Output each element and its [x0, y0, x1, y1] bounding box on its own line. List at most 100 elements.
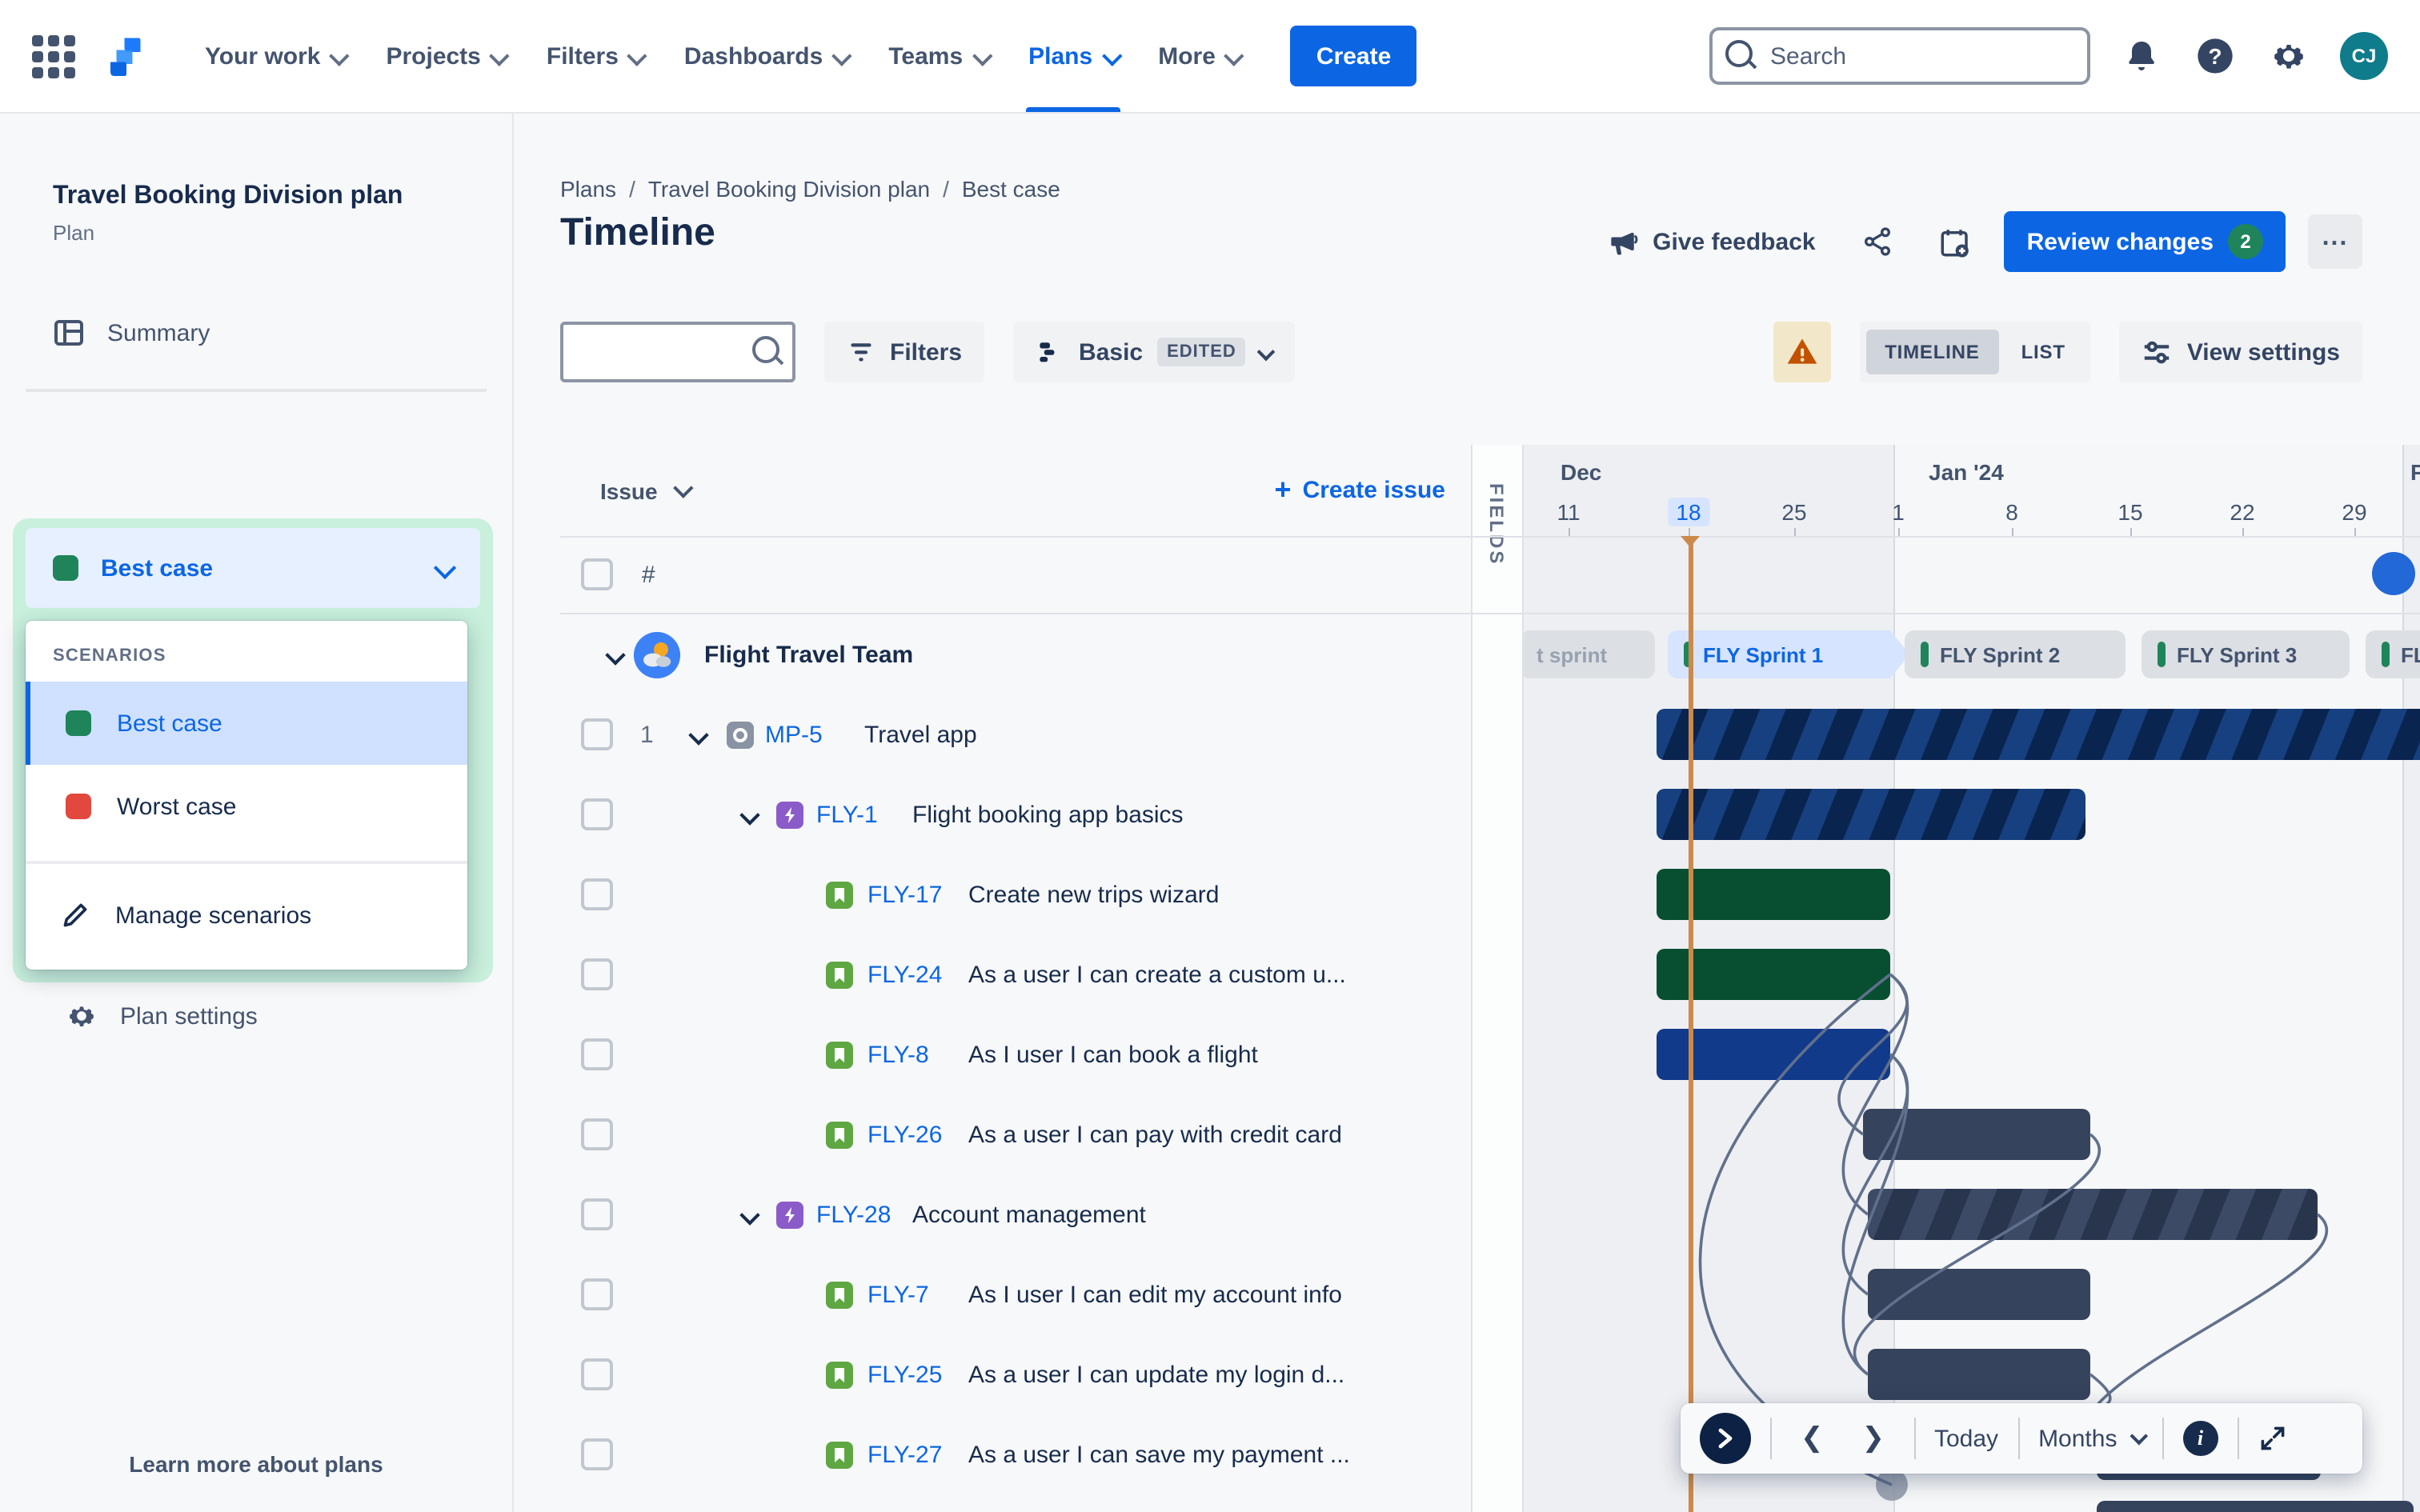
issue-key[interactable]: FLY-27 — [867, 1441, 943, 1468]
create-issue-button[interactable]: + Create issue — [1275, 474, 1445, 507]
nav-item-more[interactable]: More — [1142, 0, 1256, 112]
scenario-option-best-case[interactable]: Best case — [26, 682, 467, 765]
row-checkbox[interactable] — [581, 878, 613, 910]
sprint-capsule[interactable]: t sprint — [1521, 630, 1655, 678]
row-checkbox[interactable] — [581, 958, 613, 990]
gantt-bar-FLY-1[interactable] — [1657, 789, 2085, 840]
filters-button[interactable]: Filters — [824, 322, 985, 382]
review-changes-button[interactable]: Review changes 2 — [2004, 211, 2286, 272]
warnings-button[interactable] — [1773, 322, 1831, 382]
help-icon[interactable]: ? — [2193, 34, 2238, 78]
table-row[interactable]: FLY-28 Account management — [560, 1174, 1471, 1254]
add-to-calendar-icon[interactable] — [1928, 214, 1982, 269]
app-switcher-icon[interactable] — [26, 29, 80, 83]
jira-logo-icon[interactable] — [102, 32, 150, 80]
issue-column-header[interactable]: Issue — [600, 478, 694, 503]
gantt-bar-FLY-25[interactable] — [1868, 1349, 2090, 1400]
notifications-bell-icon[interactable] — [2119, 34, 2164, 78]
table-row[interactable]: FLY-7 As I user I can edit my account inf… — [560, 1254, 1471, 1334]
info-icon[interactable]: i — [2182, 1421, 2218, 1456]
table-row[interactable]: FLY-24 As a user I can create a custom u.… — [560, 934, 1471, 1014]
table-row[interactable]: FLY-25 As a user I can update my login d.… — [560, 1334, 1471, 1414]
share-icon[interactable] — [1851, 214, 1905, 269]
issue-key[interactable]: MP-5 — [765, 721, 823, 748]
nav-item-teams[interactable]: Teams — [872, 0, 1003, 112]
row-checkbox[interactable] — [581, 718, 613, 750]
gantt-bar-FLY-7[interactable] — [1868, 1269, 2090, 1320]
breadcrumb-link[interactable]: Travel Booking Division plan — [647, 176, 931, 202]
sidebar-item-summary[interactable]: Summary — [13, 306, 499, 360]
breadcrumb-link[interactable]: Best case — [961, 176, 1060, 202]
saved-view-button[interactable]: Basic EDITED — [1013, 322, 1296, 382]
view-settings-button[interactable]: View settings — [2119, 322, 2362, 382]
user-avatar[interactable]: CJ — [2340, 32, 2388, 80]
more-actions-button[interactable]: ... — [2308, 214, 2362, 269]
table-row[interactable]: FLY-8 As I user I can book a flight — [560, 1014, 1471, 1094]
sidebar-item-plan-settings[interactable]: Plan settings — [26, 989, 487, 1043]
today-button[interactable]: Today — [1934, 1425, 1999, 1452]
chevron-down-icon[interactable] — [688, 724, 709, 745]
global-search-input[interactable] — [1709, 27, 2090, 85]
row-checkbox[interactable] — [581, 1038, 613, 1070]
issue-key[interactable]: FLY-1 — [816, 801, 878, 828]
gantt-bar-FLY-17[interactable] — [1657, 869, 1890, 920]
chevron-down-icon[interactable] — [739, 1204, 760, 1225]
breadcrumb-link[interactable]: Plans — [560, 176, 617, 202]
month-label: Jan '24 — [1929, 459, 2004, 485]
header-divider — [560, 536, 2420, 538]
sprint-capsule[interactable]: FLY Sprint 2 — [1905, 630, 2126, 678]
table-row[interactable]: 1 MP-5 Travel app — [560, 694, 1471, 774]
scenario-option-worst-case[interactable]: Worst case — [26, 765, 467, 848]
issue-key[interactable]: FLY-7 — [867, 1281, 929, 1308]
gantt-bar-FLY-28[interactable] — [1868, 1189, 2318, 1240]
row-checkbox[interactable] — [581, 1358, 613, 1390]
sprint-capsule[interactable]: FLY Sprint 1 — [1668, 630, 1890, 678]
table-row[interactable]: FLY-27 As a user I can save my payment ..… — [560, 1414, 1471, 1494]
chevron-down-icon[interactable] — [605, 644, 626, 665]
row-checkbox[interactable] — [581, 558, 613, 590]
sprint-capsule[interactable]: FLY Sprint 3 — [2142, 630, 2350, 678]
issue-key[interactable]: FLY-24 — [867, 961, 943, 988]
nav-item-dashboards[interactable]: Dashboards — [668, 0, 863, 112]
gantt-bar-MP-5[interactable] — [1657, 709, 2420, 760]
settings-gear-icon[interactable] — [2266, 34, 2311, 78]
table-row[interactable]: FLY-17 Create new trips wizard — [560, 854, 1471, 934]
row-checkbox[interactable] — [581, 1198, 613, 1230]
scroll-left-button[interactable]: ❮ — [1801, 1422, 1824, 1453]
skip-forward-button[interactable] — [1700, 1413, 1751, 1464]
chevron-down-icon — [627, 45, 648, 66]
issue-key[interactable]: FLY-8 — [867, 1041, 929, 1068]
create-button[interactable]: Create — [1290, 26, 1417, 86]
nav-item-filters[interactable]: Filters — [531, 0, 659, 112]
scenario-selector[interactable]: Best case — [26, 528, 480, 608]
learn-more-link[interactable]: Learn more about plans — [129, 1451, 383, 1477]
tab-timeline[interactable]: TIMELINE — [1865, 330, 1999, 374]
table-row[interactable]: FLY-1 Flight booking app basics — [560, 774, 1471, 854]
row-checkbox[interactable] — [581, 1438, 613, 1470]
month-label: Dec — [1561, 459, 1602, 485]
table-row[interactable]: FLY-26 As a user I can pay with credit ca… — [560, 1094, 1471, 1174]
table-row[interactable]: Flight Travel Team — [560, 614, 1471, 694]
issue-key[interactable]: FLY-25 — [867, 1361, 943, 1388]
zoom-level-select[interactable]: Months — [2038, 1425, 2148, 1452]
nav-item-projects[interactable]: Projects — [370, 0, 520, 112]
sprint-capsule[interactable]: FLY Sp — [2366, 630, 2420, 678]
row-checkbox[interactable] — [581, 1278, 613, 1310]
fullscreen-icon[interactable] — [2258, 1424, 2286, 1453]
give-feedback-button[interactable]: Give feedback — [1592, 214, 1828, 269]
issue-key[interactable]: FLY-17 — [867, 881, 943, 908]
tab-list[interactable]: LIST — [2021, 341, 2065, 363]
nav-item-plans[interactable]: Plans — [1012, 0, 1132, 112]
scroll-right-button[interactable]: ❯ — [1861, 1422, 1885, 1453]
week-tick — [2012, 528, 2013, 536]
row-checkbox[interactable] — [581, 1118, 613, 1150]
issue-key[interactable]: FLY-28 — [816, 1201, 891, 1228]
release-marker[interactable] — [2372, 552, 2415, 595]
row-checkbox[interactable] — [581, 798, 613, 830]
issue-key[interactable]: FLY-26 — [867, 1121, 943, 1148]
fields-strip[interactable]: FIELDS — [1471, 445, 1524, 1512]
gantt-bar-FLY-26[interactable] — [1863, 1109, 2090, 1160]
nav-item-your-work[interactable]: Your work — [189, 0, 360, 112]
chevron-down-icon[interactable] — [739, 804, 760, 825]
manage-scenarios-item[interactable]: Manage scenarios — [26, 877, 467, 954]
